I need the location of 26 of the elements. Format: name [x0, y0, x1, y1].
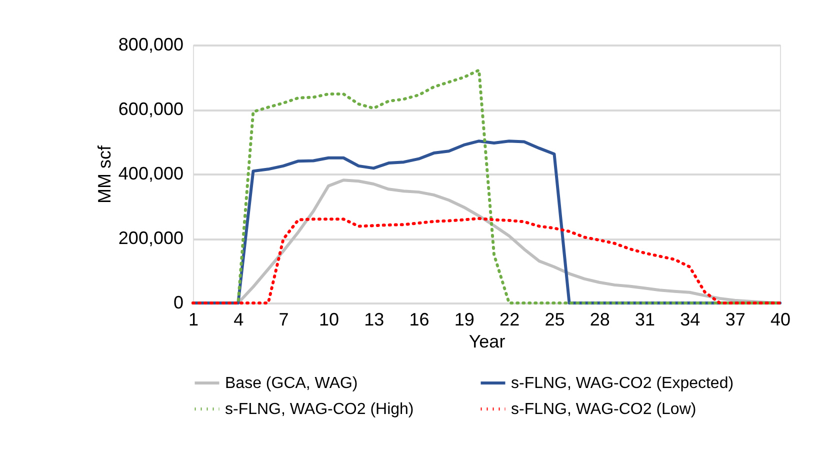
x-tick-label: 40: [770, 310, 791, 330]
y-tick-label: 600,000: [118, 99, 184, 119]
x-tick-label: 4: [234, 310, 244, 330]
line-series: [192, 217, 782, 304]
x-tick-label: 34: [680, 310, 700, 330]
x-axis-title: Year: [468, 332, 506, 352]
y-tick-label: 800,000: [118, 34, 184, 54]
x-tick-label: 19: [454, 310, 474, 330]
x-tick-label: 10: [318, 310, 339, 330]
x-tick-label: 37: [725, 310, 746, 330]
y-tick-label: 400,000: [118, 164, 184, 184]
x-tick-label: 22: [500, 310, 520, 330]
y-tick-label: 200,000: [118, 228, 184, 248]
legend-label: Base (GCA, WAG): [225, 375, 358, 392]
y-axis-title: MM scf: [94, 144, 114, 204]
x-tick-label: 28: [590, 310, 610, 330]
legend-label: s-FLNG, WAG-CO2 (High): [225, 401, 414, 418]
y-tick-label: 0: [173, 292, 184, 312]
x-tick-label: 1: [188, 310, 199, 330]
x-tick-label: 25: [544, 310, 565, 330]
x-tick-label: 16: [409, 310, 430, 330]
x-tick-label: 7: [278, 310, 289, 330]
legend-label: s-FLNG, WAG-CO2 (Low): [511, 401, 696, 418]
x-tick-label: 31: [635, 310, 656, 330]
legend-label: s-FLNG, WAG-CO2 (Expected): [511, 375, 734, 392]
x-tick-label: 13: [364, 310, 384, 330]
